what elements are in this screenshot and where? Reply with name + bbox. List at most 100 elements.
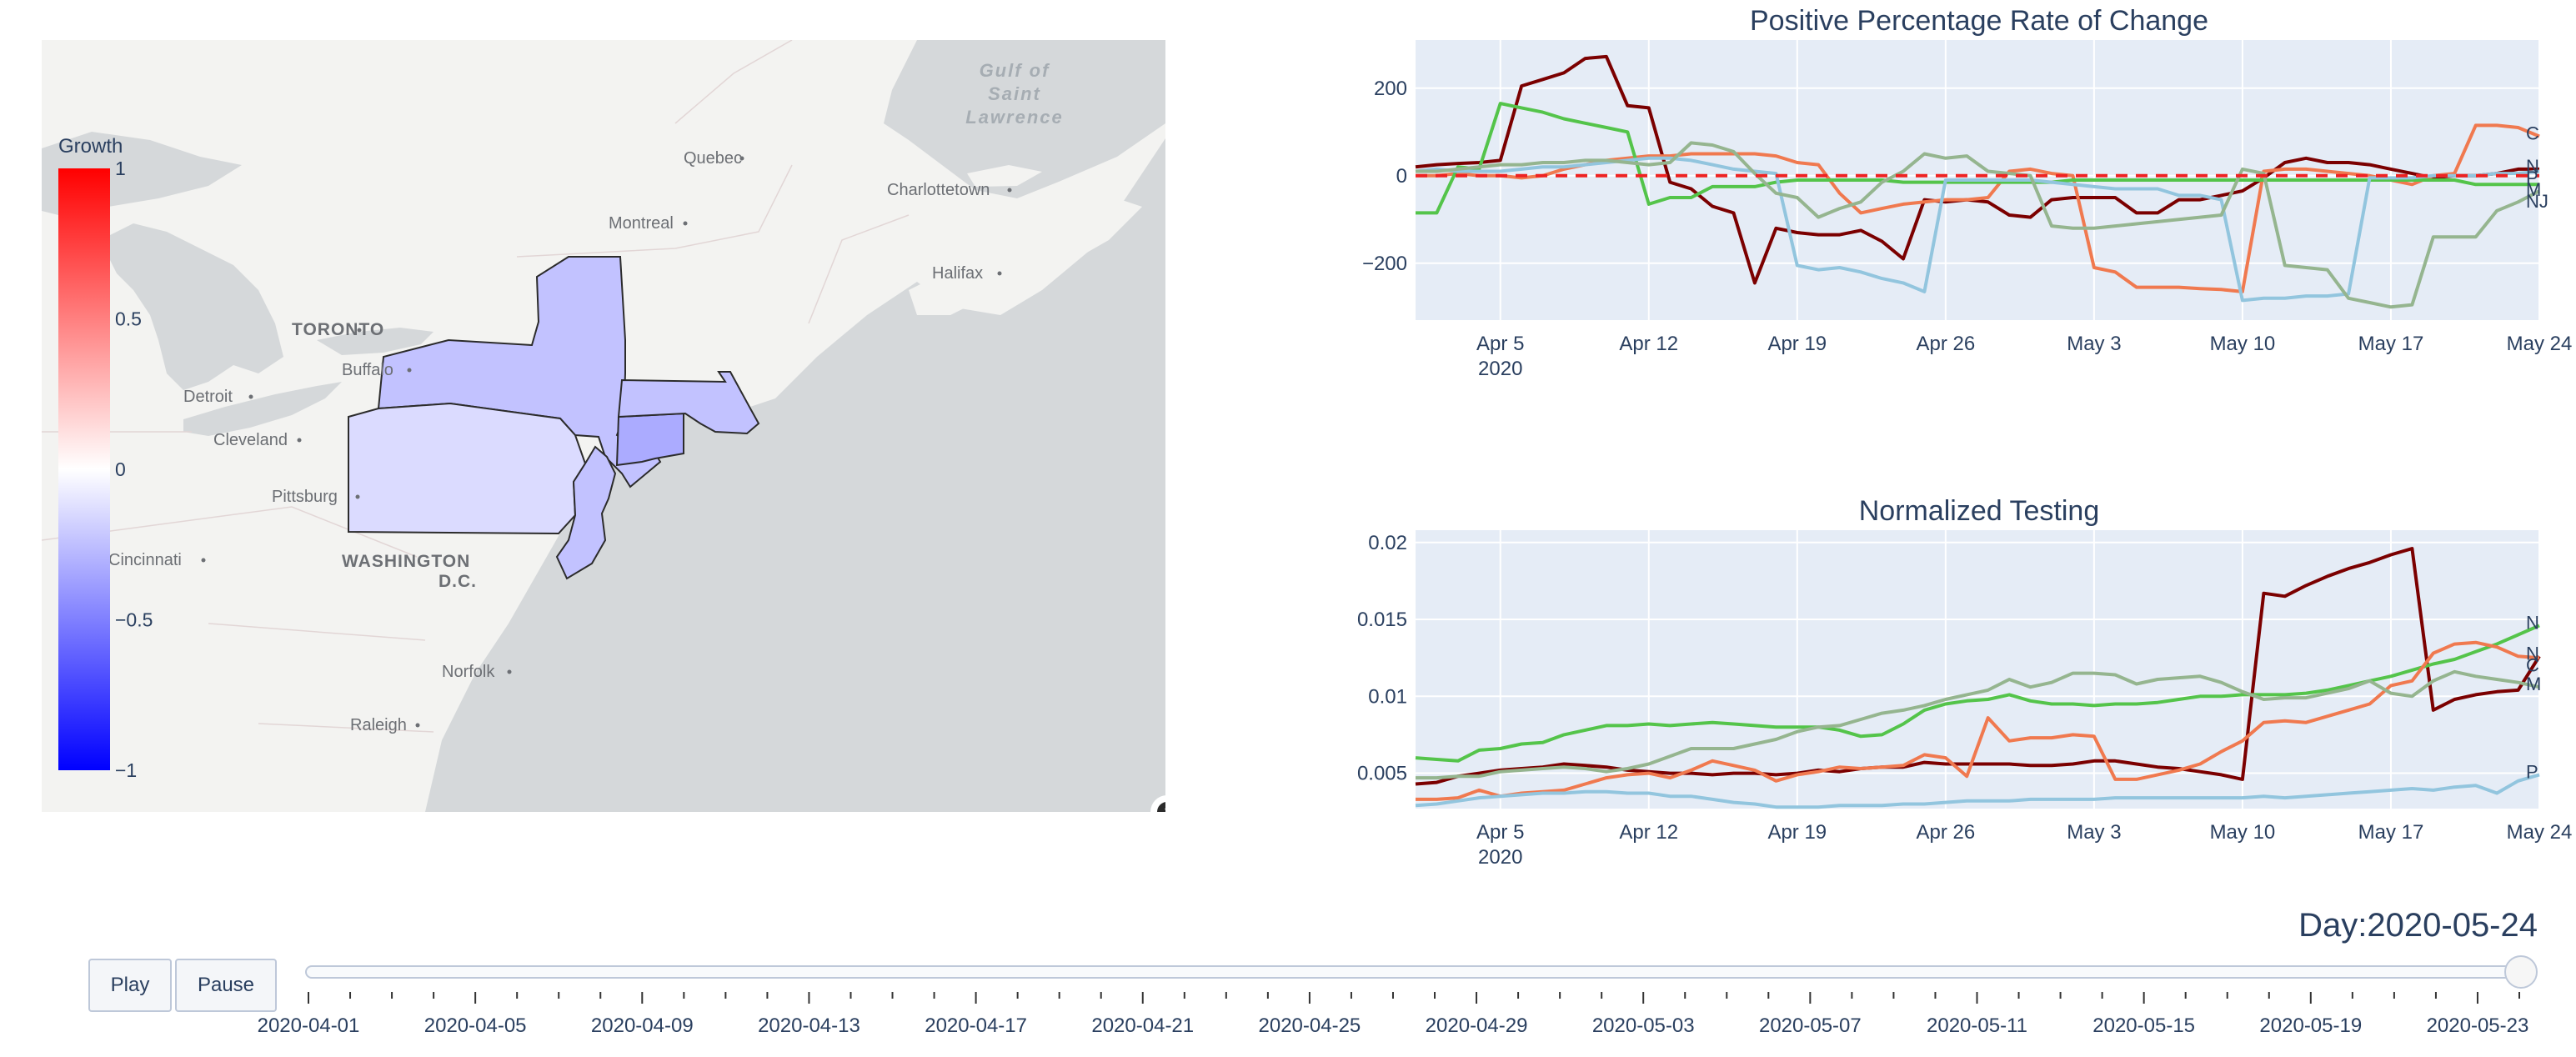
pei-island bbox=[967, 165, 1042, 187]
x-tick-label: Apr 12 bbox=[1619, 333, 1678, 355]
place-labels: Quebec Montreal Charlottetown Halifax TORONT… bbox=[108, 149, 1012, 734]
place-label: Detroit bbox=[183, 388, 233, 406]
series-end-label: M bbox=[2526, 674, 2541, 694]
series-line[interactable] bbox=[1415, 54, 2539, 285]
water-label-saint: Saint bbox=[988, 83, 1041, 104]
info-icon: i bbox=[1157, 802, 1165, 812]
series-end-label: P bbox=[2526, 168, 2538, 188]
state-ma[interactable] bbox=[617, 371, 760, 435]
place-label: Raleigh bbox=[350, 716, 407, 734]
water-label-gulf: Gulf of bbox=[980, 60, 1051, 81]
play-button[interactable]: Play bbox=[88, 959, 172, 1012]
map-canvas[interactable]: Quebec Montreal Charlottetown Halifax TORONT… bbox=[42, 40, 1165, 812]
x-tick-year: 2020 bbox=[1478, 846, 1522, 869]
colorbar-ticks: 1 0.5 0 −0.5 −1 bbox=[115, 158, 153, 781]
rate-of-change-chart[interactable]: Apr 5 Apr 12 Apr 19 Apr 26 May 3 May 10 May 17… bbox=[1362, 5, 2572, 380]
slider-tick-label: 2020-05-19 bbox=[2259, 1014, 2362, 1037]
series-line[interactable] bbox=[1415, 624, 2540, 763]
place-dot bbox=[415, 723, 420, 728]
choropleth-map[interactable]: Quebec Montreal Charlottetown Halifax TORONT… bbox=[42, 40, 1165, 812]
slider-tick-label: 2020-05-23 bbox=[2427, 1014, 2529, 1037]
y-tick-label: 0.01 bbox=[1368, 685, 1407, 708]
place-label: D.C. bbox=[439, 572, 477, 591]
place-label: Pittsburg bbox=[272, 488, 338, 506]
series-end-label: M bbox=[2526, 179, 2541, 200]
series-end-label: N bbox=[2526, 156, 2539, 177]
place-label: Quebec bbox=[684, 149, 742, 168]
place-dot bbox=[201, 558, 206, 563]
series-line[interactable] bbox=[1416, 141, 2540, 309]
place-dot bbox=[507, 669, 512, 674]
x-tick-label: May 3 bbox=[2067, 821, 2121, 844]
nova-scotia bbox=[909, 198, 1142, 315]
place-label: Halifax bbox=[932, 264, 983, 283]
y-tick-label: 0 bbox=[1396, 165, 1407, 188]
series-end-label: P bbox=[2526, 761, 2538, 782]
plot-area bbox=[1416, 530, 2539, 809]
series-end-label: NJ bbox=[2526, 191, 2548, 212]
slider-tick-label: 2020-05-15 bbox=[2092, 1014, 2195, 1037]
y-tick-label: 0.005 bbox=[1357, 763, 1407, 785]
x-tick-label: Apr 19 bbox=[1767, 821, 1827, 844]
y-tick-label: 0.02 bbox=[1368, 532, 1407, 554]
slider-ticks: 2020-04-01 2020-04-05 2020-04-09 2020-04-13… bbox=[258, 992, 2529, 1037]
gulf-water bbox=[884, 40, 1165, 198]
series-end-label: N bbox=[2526, 612, 2539, 633]
lake-erie bbox=[183, 382, 342, 436]
series-line[interactable] bbox=[1415, 773, 2540, 809]
colorbar-title: Growth bbox=[58, 135, 123, 158]
place-dot bbox=[739, 156, 744, 161]
slider-tick-label: 2020-04-09 bbox=[591, 1014, 694, 1037]
slider-tick-label: 2020-05-03 bbox=[1592, 1014, 1695, 1037]
place-dot bbox=[997, 271, 1002, 276]
colorbar-tick-label: 0.5 bbox=[115, 308, 142, 330]
x-tick-label: May 10 bbox=[2210, 821, 2276, 844]
slider-track[interactable] bbox=[305, 965, 2519, 979]
place-dot bbox=[683, 221, 688, 226]
water-label-lawrence: Lawrence bbox=[965, 107, 1064, 128]
series-line[interactable] bbox=[1415, 156, 2540, 303]
series-end-label: C bbox=[2526, 123, 2539, 144]
x-tick-label: Apr 19 bbox=[1767, 333, 1827, 355]
y-tick-label: −200 bbox=[1362, 253, 1407, 275]
slider-current-value: Day:2020-05-24 bbox=[2298, 907, 2538, 944]
chart-title: Normalized Testing bbox=[1859, 495, 2100, 527]
pause-button[interactable]: Pause bbox=[175, 959, 277, 1012]
place-dot bbox=[1007, 188, 1012, 193]
series-end-label: C bbox=[2526, 654, 2539, 675]
x-tick-label: May 3 bbox=[2067, 333, 2121, 355]
y-tick-label: 200 bbox=[1374, 78, 1407, 100]
x-tick-label: May 24 bbox=[2507, 333, 2573, 355]
colorbar bbox=[58, 168, 110, 770]
x-tick-label: May 17 bbox=[2358, 821, 2424, 844]
slider-tick-label: 2020-04-01 bbox=[258, 1014, 360, 1037]
place-dot bbox=[355, 494, 360, 499]
place-dot bbox=[357, 328, 362, 333]
place-label: TORONTO bbox=[292, 320, 384, 339]
x-tick-label: May 10 bbox=[2210, 333, 2276, 355]
slider-tick-label: 2020-05-11 bbox=[1927, 1014, 2027, 1037]
slider-tick-label: 2020-04-17 bbox=[925, 1014, 1027, 1037]
x-tick-label: May 17 bbox=[2358, 333, 2424, 355]
place-label: Buffalo bbox=[342, 361, 393, 379]
place-label: Norfolk bbox=[442, 663, 495, 681]
normalized-testing-chart[interactable]: Apr 5 Apr 12 Apr 19 Apr 26 May 3 May 10 May 17… bbox=[1357, 495, 2572, 869]
state-nj[interactable] bbox=[555, 445, 617, 580]
series-line[interactable] bbox=[1415, 547, 2541, 786]
place-dot bbox=[248, 394, 253, 399]
chart-title: Positive Percentage Rate of Change bbox=[1750, 5, 2208, 37]
x-tick-label: Apr 5 bbox=[1476, 333, 1524, 355]
x-tick-label: Apr 5 bbox=[1476, 821, 1524, 844]
series-line[interactable] bbox=[1416, 640, 2540, 801]
x-tick-label: Apr 26 bbox=[1916, 333, 1975, 355]
y-tick-label: 0.015 bbox=[1357, 609, 1407, 631]
place-label: Montreal bbox=[609, 214, 674, 233]
series-line[interactable] bbox=[1416, 102, 2539, 215]
place-dot bbox=[407, 368, 412, 373]
series-line[interactable] bbox=[1416, 669, 2540, 780]
x-tick-label: Apr 26 bbox=[1916, 821, 1975, 844]
x-tick-year: 2020 bbox=[1478, 358, 1522, 380]
x-tick-label: Apr 12 bbox=[1619, 821, 1678, 844]
slider-handle[interactable] bbox=[2504, 955, 2538, 989]
lake-ontario bbox=[317, 328, 434, 355]
